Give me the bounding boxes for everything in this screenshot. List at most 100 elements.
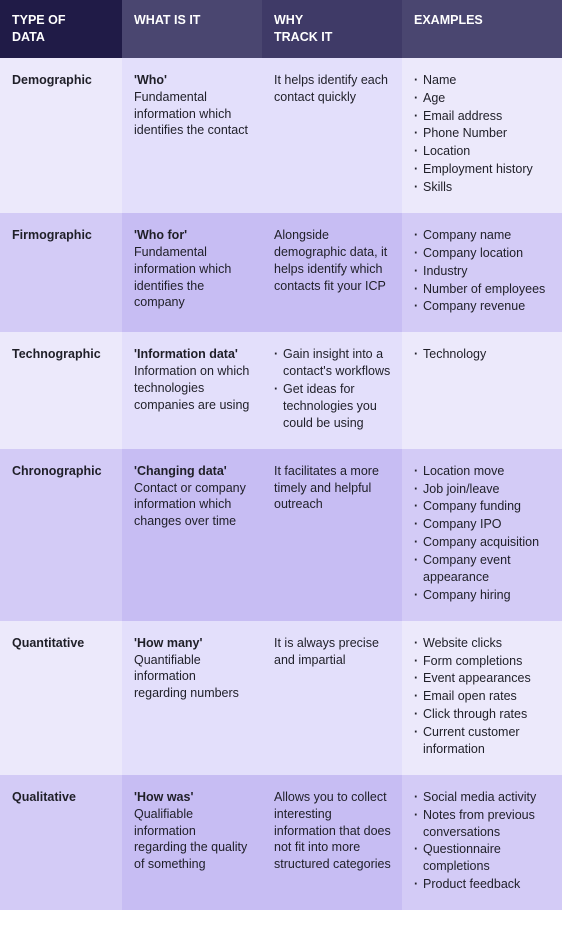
cell-examples: Technology	[402, 332, 562, 448]
examples-list: Technology	[414, 346, 552, 363]
table-row: Firmographic 'Who for' Fundamental informa…	[0, 213, 562, 332]
cell-examples: NameAgeEmail addressPhone NumberLocation…	[402, 58, 562, 213]
examples-list: Company nameCompany locationIndustryNumb…	[414, 227, 552, 315]
data-types-table: TYPE OF DATA WHAT IS IT WHY TRACK IT EXA…	[0, 0, 562, 910]
cell-what: 'Who for' Fundamental information which i…	[122, 213, 262, 332]
cell-examples: Website clicksForm completionsEvent appe…	[402, 621, 562, 775]
type-label: Chronographic	[12, 463, 112, 480]
type-label: Demographic	[12, 72, 112, 89]
example-item: Company revenue	[414, 298, 552, 315]
example-item: Company event appearance	[414, 552, 552, 586]
example-item: Click through rates	[414, 706, 552, 723]
cell-what: 'Changing data' Contact or company inform…	[122, 449, 262, 621]
example-item: Industry	[414, 263, 552, 280]
example-item: Company funding	[414, 498, 552, 515]
examples-list: Social media activityNotes from previous…	[414, 789, 552, 893]
example-item: Form completions	[414, 653, 552, 670]
cell-why: It is always precise and impartial	[262, 621, 402, 775]
cell-type: Qualitative	[0, 775, 122, 910]
cell-why: Gain insight into a contact's workflowsG…	[262, 332, 402, 448]
cell-what: 'Information data' Information on which t…	[122, 332, 262, 448]
type-label: Technographic	[12, 346, 112, 363]
example-item: Age	[414, 90, 552, 107]
header-type-line2: DATA	[12, 30, 45, 44]
table-row: Demographic 'Who' Fundamental information …	[0, 58, 562, 213]
why-bullet: Get ideas for technologies you could be …	[274, 381, 392, 432]
example-item: Company hiring	[414, 587, 552, 604]
header-why-line2: TRACK IT	[274, 30, 332, 44]
why-text: It facilitates a more timely and helpful…	[274, 463, 392, 514]
example-item: Email open rates	[414, 688, 552, 705]
why-text: It is always precise and impartial	[274, 635, 392, 669]
example-item: Website clicks	[414, 635, 552, 652]
cell-why: It helps identify each contact quickly	[262, 58, 402, 213]
example-item: Phone Number	[414, 125, 552, 142]
example-item: Current customer information	[414, 724, 552, 758]
why-bullet: Gain insight into a contact's workflows	[274, 346, 392, 380]
examples-list: Location moveJob join/leaveCompany fundi…	[414, 463, 552, 604]
what-lead: 'How was'	[134, 790, 193, 804]
table-row: Quantitative 'How many' Quantifiable infor…	[0, 621, 562, 775]
example-item: Number of employees	[414, 281, 552, 298]
table-row: Chronographic 'Changing data' Contact or c…	[0, 449, 562, 621]
header-why-line1: WHY	[274, 13, 303, 27]
why-text: It helps identify each contact quickly	[274, 72, 392, 106]
what-desc: Contact or company information which cha…	[134, 481, 246, 529]
cell-examples: Location moveJob join/leaveCompany fundi…	[402, 449, 562, 621]
table-row: Qualitative 'How was' Qualifiable informat…	[0, 775, 562, 910]
what-desc: Fundamental information which identifies…	[134, 90, 248, 138]
table-body: Demographic 'Who' Fundamental information …	[0, 58, 562, 910]
cell-examples: Social media activityNotes from previous…	[402, 775, 562, 910]
examples-list: Website clicksForm completionsEvent appe…	[414, 635, 552, 758]
why-text: Allows you to collect interesting inform…	[274, 789, 392, 873]
example-item: Email address	[414, 108, 552, 125]
example-item: Location move	[414, 463, 552, 480]
header-what: WHAT IS IT	[122, 0, 262, 58]
example-item: Event appearances	[414, 670, 552, 687]
header-examples-text: EXAMPLES	[414, 13, 483, 27]
type-label: Qualitative	[12, 789, 112, 806]
cell-why: It facilitates a more timely and helpful…	[262, 449, 402, 621]
what-lead: 'Who'	[134, 73, 167, 87]
cell-type: Chronographic	[0, 449, 122, 621]
header-type: TYPE OF DATA	[0, 0, 122, 58]
example-item: Questionnaire completions	[414, 841, 552, 875]
what-desc: Qualifiable information regarding the qu…	[134, 807, 247, 872]
cell-what: 'How many' Quantifiable information regar…	[122, 621, 262, 775]
table-header-row: TYPE OF DATA WHAT IS IT WHY TRACK IT EXA…	[0, 0, 562, 58]
example-item: Technology	[414, 346, 552, 363]
examples-list: NameAgeEmail addressPhone NumberLocation…	[414, 72, 552, 196]
what-desc: Quantifiable information regarding numbe…	[134, 653, 239, 701]
cell-type: Firmographic	[0, 213, 122, 332]
type-label: Firmographic	[12, 227, 112, 244]
header-what-text: WHAT IS IT	[134, 13, 200, 27]
example-item: Company location	[414, 245, 552, 262]
cell-why: Allows you to collect interesting inform…	[262, 775, 402, 910]
what-lead: 'Who for'	[134, 228, 187, 242]
header-why: WHY TRACK IT	[262, 0, 402, 58]
example-item: Location	[414, 143, 552, 160]
example-item: Company name	[414, 227, 552, 244]
cell-what: 'How was' Qualifiable information regardi…	[122, 775, 262, 910]
cell-type: Technographic	[0, 332, 122, 448]
why-bullets: Gain insight into a contact's workflowsG…	[274, 346, 392, 431]
example-item: Company IPO	[414, 516, 552, 533]
cell-examples: Company nameCompany locationIndustryNumb…	[402, 213, 562, 332]
cell-type: Demographic	[0, 58, 122, 213]
what-lead: 'Changing data'	[134, 464, 227, 478]
example-item: Company acquisition	[414, 534, 552, 551]
cell-what: 'Who' Fundamental information which ident…	[122, 58, 262, 213]
what-desc: Fundamental information which identifies…	[134, 245, 231, 310]
type-label: Quantitative	[12, 635, 112, 652]
example-item: Job join/leave	[414, 481, 552, 498]
example-item: Skills	[414, 179, 552, 196]
example-item: Social media activity	[414, 789, 552, 806]
table-row: Technographic 'Information data' Informati…	[0, 332, 562, 448]
what-desc: Information on which technologies compan…	[134, 364, 249, 412]
what-lead: 'Information data'	[134, 347, 238, 361]
cell-type: Quantitative	[0, 621, 122, 775]
header-type-line1: TYPE OF	[12, 13, 65, 27]
why-text: Alongside demographic data, it helps ide…	[274, 227, 392, 295]
what-lead: 'How many'	[134, 636, 202, 650]
example-item: Name	[414, 72, 552, 89]
